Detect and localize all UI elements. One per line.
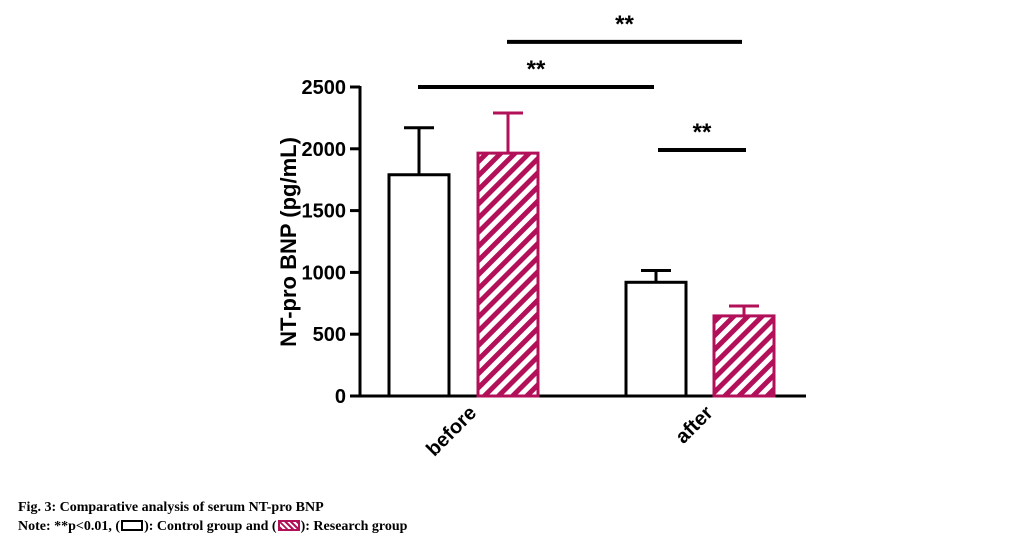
significance-label: ** bbox=[615, 11, 634, 38]
legend-control-swatch bbox=[121, 520, 144, 531]
y-tick-label: 2000 bbox=[302, 139, 347, 161]
y-axis-label: NT-pro BNP (pg/mL) bbox=[276, 137, 301, 347]
y-tick-label: 1500 bbox=[302, 201, 347, 223]
x-tick-label: after bbox=[671, 402, 717, 448]
bar-before-research bbox=[476, 151, 540, 398]
y-tick-label: 2500 bbox=[302, 77, 347, 99]
y-tick-label: 500 bbox=[313, 324, 346, 346]
significance-label: ** bbox=[527, 56, 546, 83]
y-tick-label: 0 bbox=[335, 386, 346, 408]
bar-after-control bbox=[624, 280, 688, 398]
figure-caption: Fig. 3: Comparative analysis of serum NT… bbox=[18, 498, 407, 536]
figure-note: Note: **p<0.01, ( ): Control group and ()… bbox=[18, 517, 407, 536]
note-control-text: ): Control group and ( bbox=[144, 519, 277, 534]
note-prefix: Note: **p<0.01, ( bbox=[18, 519, 121, 534]
bar-chart: 0 500 1000 1500 2000 2500 before after ** ** ** N… bbox=[276, 11, 806, 461]
legend-research-swatch bbox=[277, 520, 300, 531]
bar-before-control bbox=[387, 173, 451, 398]
bar-after-research bbox=[712, 314, 776, 398]
y-tick-label: 1000 bbox=[302, 262, 347, 284]
x-tick-label: before bbox=[422, 402, 481, 461]
significance-label: ** bbox=[693, 119, 712, 146]
figure-title: Fig. 3: Comparative analysis of serum NT… bbox=[18, 500, 324, 515]
note-research-text: ): Research group bbox=[300, 519, 408, 534]
